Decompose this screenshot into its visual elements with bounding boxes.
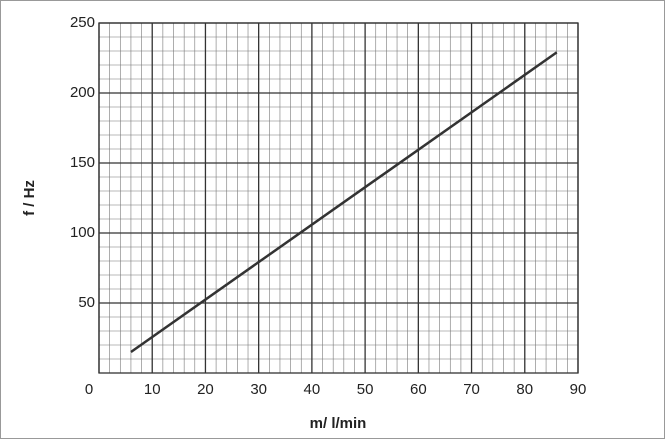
y-tick-label: 250 <box>70 14 95 31</box>
y-tick-label: 150 <box>70 154 95 171</box>
y-axis-title: f / Hz <box>21 180 38 216</box>
x-tick-label: 30 <box>250 381 267 398</box>
x-tick-label: 10 <box>144 381 161 398</box>
x-tick-label: 90 <box>570 381 587 398</box>
y-tick-label: 50 <box>78 294 95 311</box>
x-tick-label: 0 <box>85 381 93 398</box>
x-tick-label: 80 <box>516 381 533 398</box>
data-line <box>130 51 558 354</box>
x-tick-label: 20 <box>197 381 214 398</box>
x-tick-label: 40 <box>304 381 321 398</box>
x-tick-label: 60 <box>410 381 427 398</box>
x-tick-label: 50 <box>357 381 374 398</box>
x-tick-label: 70 <box>463 381 480 398</box>
plot-border <box>98 22 579 374</box>
y-tick-label: 200 <box>70 84 95 101</box>
y-tick-label: 100 <box>70 224 95 241</box>
x-axis-title: m/ l/min <box>310 415 367 432</box>
